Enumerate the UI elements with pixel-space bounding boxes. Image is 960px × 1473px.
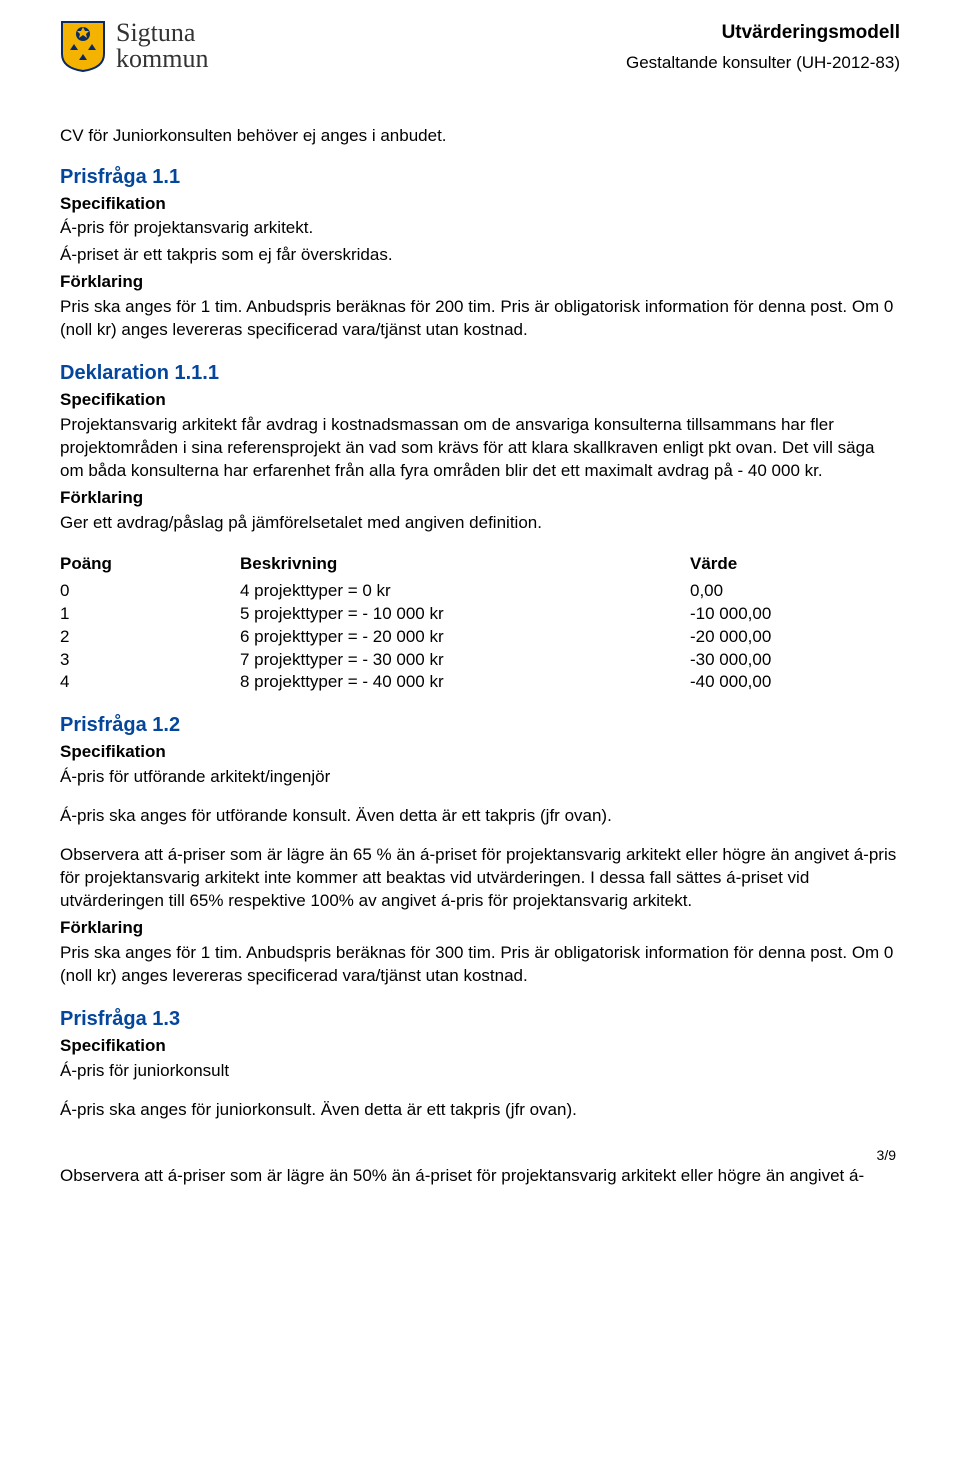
- cell-varde: -30 000,00: [690, 649, 870, 672]
- para-text: Observera att á-priser som är lägre än 5…: [60, 1165, 900, 1188]
- spec-label: Specifikation: [60, 741, 900, 764]
- heading-prisfraga-1-2: Prisfråga 1.2: [60, 712, 900, 739]
- cell-varde: -20 000,00: [690, 626, 870, 649]
- cell-beskrivning: 6 projekttyper = - 20 000 kr: [240, 626, 690, 649]
- forklaring-text: Ger ett avdrag/påslag på jämförelsetalet…: [60, 512, 900, 535]
- spec-text: Á-priset är ett takpris som ej får övers…: [60, 244, 900, 267]
- col-header-beskrivning: Beskrivning: [240, 553, 690, 576]
- logo-text-top: Sigtuna: [116, 20, 208, 46]
- cell-varde: -40 000,00: [690, 671, 870, 694]
- table-row: 0 4 projekttyper = 0 kr 0,00: [60, 580, 900, 603]
- forklaring-text: Pris ska anges för 1 tim. Anbudspris ber…: [60, 942, 900, 988]
- points-table: Poäng Beskrivning Värde 0 4 projekttyper…: [60, 553, 900, 695]
- spec-label: Specifikation: [60, 389, 900, 412]
- heading-prisfraga-1-1: Prisfråga 1.1: [60, 164, 900, 191]
- forklaring-label: Förklaring: [60, 271, 900, 294]
- table-row: 1 5 projekttyper = - 10 000 kr -10 000,0…: [60, 603, 900, 626]
- cell-varde: 0,00: [690, 580, 870, 603]
- spec-text: Á-pris för juniorkonsult: [60, 1060, 900, 1083]
- col-header-varde: Värde: [690, 553, 870, 576]
- forklaring-label: Förklaring: [60, 487, 900, 510]
- cell-poang: 3: [60, 649, 240, 672]
- section-deklaration-1-1-1: Deklaration 1.1.1 Specifikation Projekta…: [60, 360, 900, 535]
- page-number: 3/9: [60, 1146, 900, 1165]
- table-row: 2 6 projekttyper = - 20 000 kr -20 000,0…: [60, 626, 900, 649]
- cell-poang: 0: [60, 580, 240, 603]
- page-header: Sigtuna kommun Utvärderingsmodell Gestal…: [60, 20, 900, 75]
- para-text: Observera att á-priser som är lägre än 6…: [60, 844, 900, 913]
- heading-prisfraga-1-3: Prisfråga 1.3: [60, 1006, 900, 1033]
- spec-label: Specifikation: [60, 1035, 900, 1058]
- table-header-row: Poäng Beskrivning Värde: [60, 553, 900, 576]
- section-prisfraga-1-3: Prisfråga 1.3 Specifikation Á-pris för j…: [60, 1006, 900, 1188]
- para-text: Á-pris ska anges för juniorkonsult. Även…: [60, 1099, 900, 1122]
- cell-poang: 2: [60, 626, 240, 649]
- logo-block: Sigtuna kommun: [60, 20, 208, 72]
- table-row: 4 8 projekttyper = - 40 000 kr -40 000,0…: [60, 671, 900, 694]
- doc-title: Utvärderingsmodell: [626, 20, 900, 46]
- cell-beskrivning: 7 projekttyper = - 30 000 kr: [240, 649, 690, 672]
- cell-beskrivning: 4 projekttyper = 0 kr: [240, 580, 690, 603]
- cell-poang: 1: [60, 603, 240, 626]
- spec-text: Projektansvarig arkitekt får avdrag i ko…: [60, 414, 900, 483]
- spec-label: Specifikation: [60, 193, 900, 216]
- forklaring-label: Förklaring: [60, 917, 900, 940]
- spec-text: Á-pris för projektansvarig arkitekt.: [60, 217, 900, 240]
- cell-beskrivning: 8 projekttyper = - 40 000 kr: [240, 671, 690, 694]
- table-row: 3 7 projekttyper = - 30 000 kr -30 000,0…: [60, 649, 900, 672]
- header-right: Utvärderingsmodell Gestaltande konsulter…: [626, 20, 900, 75]
- cell-poang: 4: [60, 671, 240, 694]
- para-text: Á-pris ska anges för utförande konsult. …: [60, 805, 900, 828]
- doc-subtitle: Gestaltande konsulter (UH-2012-83): [626, 52, 900, 75]
- intro-line: CV för Juniorkonsulten behöver ej anges …: [60, 125, 900, 148]
- heading-deklaration: Deklaration 1.1.1: [60, 360, 900, 387]
- municipal-crest-icon: [60, 20, 106, 72]
- col-header-poang: Poäng: [60, 553, 240, 576]
- logo-text-bottom: kommun: [116, 46, 208, 72]
- forklaring-text: Pris ska anges för 1 tim. Anbudspris ber…: [60, 296, 900, 342]
- section-prisfraga-1-2: Prisfråga 1.2 Specifikation Á-pris för u…: [60, 712, 900, 987]
- spec-text: Á-pris för utförande arkitekt/ingenjör: [60, 766, 900, 789]
- section-prisfraga-1-1: Prisfråga 1.1 Specifikation Á-pris för p…: [60, 164, 900, 343]
- cell-beskrivning: 5 projekttyper = - 10 000 kr: [240, 603, 690, 626]
- cell-varde: -10 000,00: [690, 603, 870, 626]
